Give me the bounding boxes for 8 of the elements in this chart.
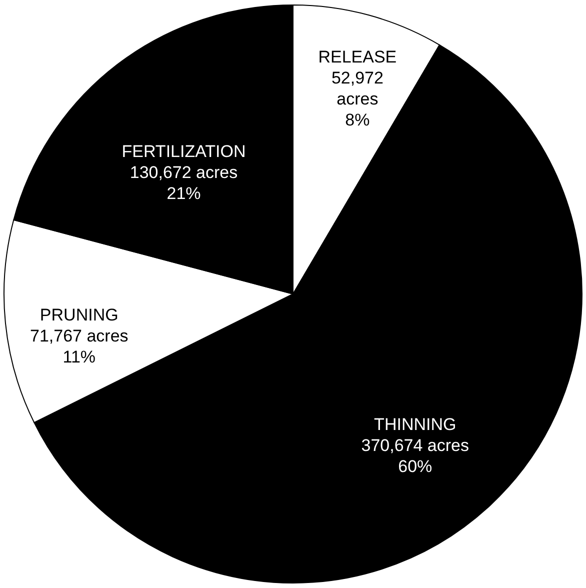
data-label: 52,972 acres 8% xyxy=(331,68,384,130)
slice-label: RELEASE xyxy=(318,47,397,66)
data-label: 130,672 acres 21% xyxy=(130,162,238,203)
data-label: 71,767 acres 11% xyxy=(30,326,128,367)
slice-label: THINNING xyxy=(374,415,456,434)
slice-label: FERTILIZATION xyxy=(122,142,246,161)
slice-label: PRUNING xyxy=(40,306,118,325)
data-label: 370,674 acres 60% xyxy=(361,436,470,476)
